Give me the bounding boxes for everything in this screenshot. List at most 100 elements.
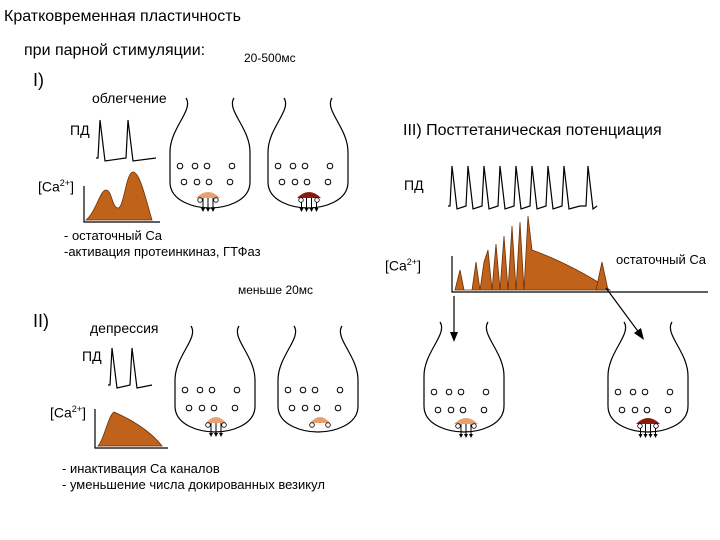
section-2-terminal-1-docked-vesicle: [205, 422, 211, 428]
section-1-ca-label: [Ca2+]: [38, 178, 74, 195]
section-1-action-potentials: [96, 119, 157, 162]
section-2-terminal-1: [174, 325, 256, 433]
section-1-terminal-1-vesicle: [176, 162, 184, 170]
section-2-terminal-2-vesicle: [311, 386, 319, 394]
section-2-terminal-2-release-zone: [310, 417, 330, 423]
section-2-terminal-1-release-zone: [206, 417, 226, 423]
section-2-terminal-1-docked-vesicle: [221, 422, 227, 428]
section-1-terminal-2: [267, 97, 349, 209]
section-3-terminal-2-vesicle: [664, 406, 672, 414]
section-3-single-action-potential: [580, 165, 598, 211]
section-3-calcium-axes: [451, 256, 708, 293]
section-3-terminal-2-vesicle: [666, 388, 674, 396]
section-3-terminal-1-vesicle: [482, 388, 490, 396]
section-2-calcium-axes: [94, 409, 168, 449]
section-2-terminal-1-vesicle: [185, 404, 193, 412]
section-3-ca-label: [Ca2+]: [385, 257, 421, 274]
section-2-terminal-2-vesicle: [301, 404, 309, 412]
section-3-terminal-1-vesicle: [459, 406, 467, 414]
section-3-terminal-1-vesicle: [434, 406, 442, 414]
section-2-terminal-1-release-arrowhead: [219, 433, 223, 437]
section-3-terminal-2-release-arrowhead: [648, 434, 653, 438]
section-1-terminal-1-vesicle: [226, 178, 234, 186]
section-1-terminal-1-vesicle: [203, 162, 211, 170]
section-3-tetanic-action-potentials: [448, 165, 581, 210]
section-1-terminal-2-vesicle: [303, 178, 311, 186]
section-2-note-2: - уменьшение числа докированных везикул: [62, 477, 325, 492]
section-1-terminal-1-vesicle: [193, 178, 201, 186]
section-3-terminal-1-release-zone: [454, 418, 478, 424]
section-1-terminal-2-release-arrowhead: [304, 208, 309, 212]
section-2-terminal-1-vesicle: [196, 386, 204, 394]
section-1-calcium-curve: [84, 171, 153, 221]
section-2-terminal-2-vesicle: [288, 404, 296, 412]
section-1-note-2: -активация протеинкиназ, ГТФаз: [64, 244, 261, 259]
section-2-terminal-1-vesicle: [208, 386, 216, 394]
section-1-terminal-2-release-arrowhead: [299, 208, 304, 212]
section-2-terminal-1-release-arrowhead: [214, 433, 218, 437]
section-2-terminal-1-release-arrowhead: [209, 433, 213, 437]
section-1-terminal-1-release-arrowhead: [211, 208, 215, 212]
section-1-ap-label: ПД: [70, 122, 90, 138]
section-3-terminal-1-release-arrowhead: [459, 434, 463, 438]
section-3-ap-label: ПД: [404, 177, 424, 193]
section-3-arrowhead-2: [634, 328, 644, 340]
section-2-terminal-1-vesicle: [181, 386, 189, 394]
section-1-terminal-2-docked-vesicle: [314, 197, 320, 203]
section-2-terminal-2-vesicle: [313, 404, 321, 412]
section-1-terminal-2-vesicle: [301, 162, 309, 170]
section-3-terminal-2-release-arrowhead: [638, 434, 643, 438]
section-3-terminal-1-docked-vesicle: [471, 423, 477, 429]
interval-label-middle: меньше 20мс: [238, 283, 314, 297]
section-2-terminal-2-vesicle: [284, 386, 292, 394]
section-2-terminal-1-vesicle: [233, 386, 241, 394]
section-3-arrow-2: [605, 287, 641, 335]
section-3-terminal-1-vesicle: [445, 388, 453, 396]
section-1-terminal-1-vesicle: [180, 178, 188, 186]
section-2-numeral: II): [33, 311, 49, 331]
section-2-calcium-curve: [97, 411, 163, 447]
section-1-terminal-1-docked-vesicle: [197, 197, 203, 203]
title-line-1: Кратковременная пластичность: [4, 8, 241, 25]
section-3-residual-peak: [595, 261, 609, 291]
interval-label-top: 20-500мс: [244, 51, 296, 65]
section-2-ap-label: ПД: [82, 348, 102, 364]
section-1-terminal-2-vesicle: [289, 162, 297, 170]
section-2-terminal-1-vesicle: [198, 404, 206, 412]
section-1-terminal-1-release-arrowhead: [201, 208, 205, 212]
section-3-terminal-2-vesicle: [629, 388, 637, 396]
section-1-terminal-1-vesicle: [191, 162, 199, 170]
section-3-title: III) Посттетаническая потенциация: [403, 122, 662, 139]
section-3-terminal-2-vesicle: [618, 406, 626, 414]
section-3-terminal-2-release-arrowhead: [653, 434, 658, 438]
section-3-terminal-2-release-arrowhead: [643, 434, 648, 438]
section-1-terminal-2-vesicle: [324, 178, 332, 186]
section-1-terminal-1: [169, 97, 251, 209]
section-3-terminal-1-vesicle: [480, 406, 488, 414]
section-1-terminal-1-release-arrowhead: [206, 208, 210, 212]
section-3-terminal-1-vesicle: [447, 406, 455, 414]
section-1-terminal-2-release-arrowhead: [314, 208, 319, 212]
section-2-ca-label: [Ca2+]: [50, 404, 86, 421]
section-1-terminal-2-vesicle: [278, 178, 286, 186]
section-2-terminal-2: [277, 325, 359, 433]
section-2-terminal-1-vesicle: [210, 404, 218, 412]
section-1-terminal-1-docked-vesicle: [213, 197, 219, 203]
section-3-terminal-1-vesicle: [457, 388, 465, 396]
section-3-terminal-2-vesicle: [631, 406, 639, 414]
section-2-terminal-2-vesicle: [299, 386, 307, 394]
section-3-arrowhead-1: [450, 332, 458, 342]
section-2-terminal-2-docked-vesicle: [325, 422, 331, 428]
section-1-terminal-2-vesicle: [291, 178, 299, 186]
section-1-terminal-2-docked-vesicle: [298, 197, 304, 203]
section-2-action-potentials: [108, 347, 153, 389]
diagram-shapes: [83, 97, 708, 449]
section-1-terminal-1-vesicle: [228, 162, 236, 170]
title-line-2: при парной стимуляции:: [24, 42, 206, 59]
section-1-terminal-2-vesicle: [274, 162, 282, 170]
section-2-terminal-2-vesicle: [336, 386, 344, 394]
section-3-terminal-2-release-zone: [636, 418, 660, 424]
section-3-terminal-2-docked-vesicle: [653, 423, 659, 429]
section-2-terminal-2-vesicle: [334, 404, 342, 412]
